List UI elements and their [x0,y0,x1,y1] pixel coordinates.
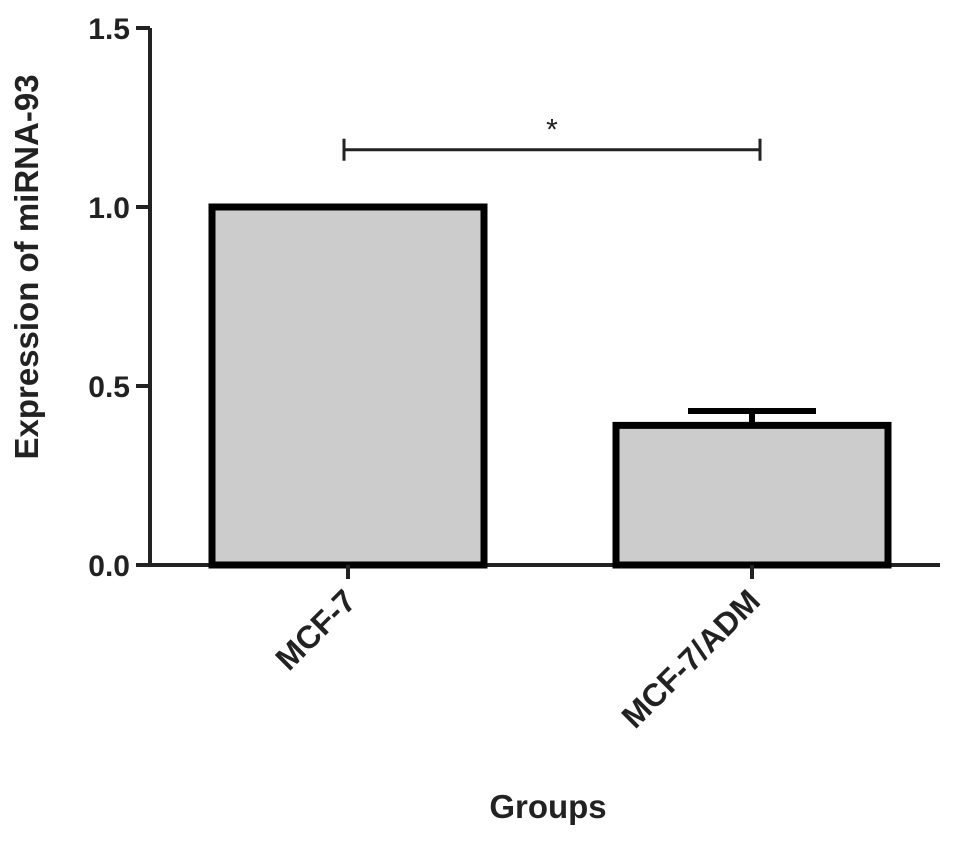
y-tick-label: 1.0 [88,192,130,225]
y-tick-label: 1.5 [88,13,130,46]
x-ticks: MCF-7 MCF-7/ADM [268,565,767,735]
y-axis-title: Expression of miRNA-93 [8,74,45,459]
error-bars [688,408,816,426]
bar-mcf-7-adm [612,421,892,569]
bar-mcf-7 [208,203,488,569]
x-tick-label: MCF-7 [268,582,363,677]
significance-label: * [546,114,558,147]
y-tick-label: 0.0 [88,550,130,583]
y-ticks: 0.0 0.5 1.0 1.5 [88,13,150,583]
annotations: * [342,114,762,161]
x-tick-label: MCF-7/ADM [615,582,767,734]
bars [208,203,892,569]
x-axis-title: Groups [489,788,606,825]
y-tick-label: 0.5 [88,371,130,404]
